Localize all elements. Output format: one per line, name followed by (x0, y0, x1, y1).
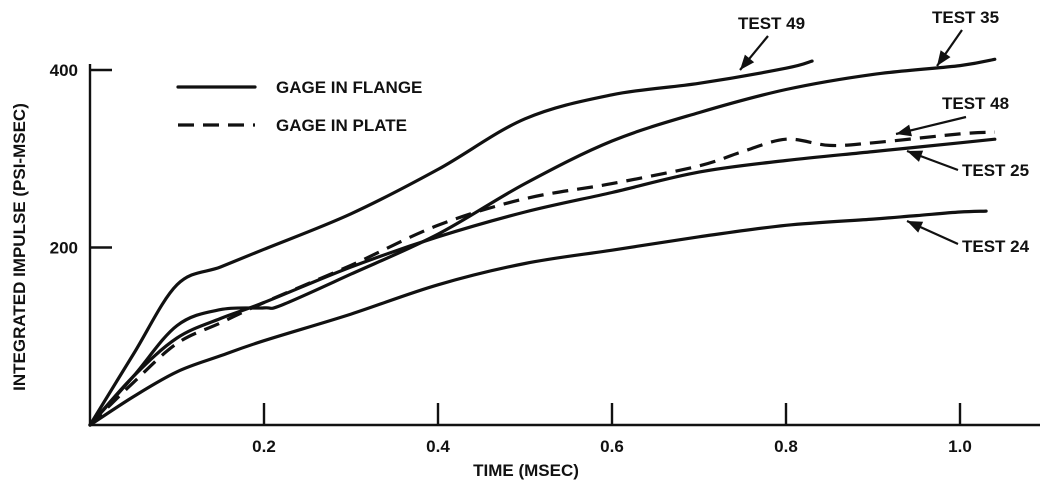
callout-arrowhead (937, 50, 951, 66)
series-line-test-24 (88, 209, 988, 427)
series-line-test-49 (88, 59, 814, 427)
series-line-test-35 (88, 57, 997, 427)
series-line-test-25 (88, 137, 997, 427)
legend: GAGE IN FLANGE GAGE IN PLATE (176, 78, 422, 135)
axes: 0.2 0.4 0.6 0.8 1.0 200 400 (50, 61, 1040, 456)
callout-arrowhead (907, 150, 924, 162)
series-label-test-48: TEST 48 (942, 94, 1009, 113)
legend-label-flange: GAGE IN FLANGE (276, 78, 422, 97)
data-series (88, 57, 997, 427)
x-tick-label: 0.8 (774, 437, 798, 456)
y-axis-title: INTEGRATED IMPULSE (PSI-MSEC) (10, 103, 29, 391)
x-tick-label: 1.0 (948, 437, 972, 456)
callout-arrowhead (896, 124, 912, 137)
x-axis-title: TIME (MSEC) (473, 461, 579, 480)
callout-arrowhead (907, 221, 924, 233)
series-label-test-35: TEST 35 (932, 8, 999, 27)
series-label-test-25: TEST 25 (962, 161, 1029, 180)
x-tick-label: 0.6 (600, 437, 624, 456)
callout-arrowhead (740, 54, 755, 70)
legend-label-plate: GAGE IN PLATE (276, 116, 407, 135)
series-label-test-49: TEST 49 (738, 14, 805, 33)
y-tick-label: 400 (50, 61, 78, 80)
series-labels: TEST 49 TEST 35 TEST 48 TEST 25 TEST 24 (738, 8, 1030, 256)
x-tick-label: 0.2 (252, 437, 276, 456)
y-tick-label: 200 (50, 239, 78, 258)
series-line-test-48 (88, 130, 995, 427)
x-tick-label: 0.4 (426, 437, 450, 456)
series-label-test-24: TEST 24 (962, 237, 1030, 256)
